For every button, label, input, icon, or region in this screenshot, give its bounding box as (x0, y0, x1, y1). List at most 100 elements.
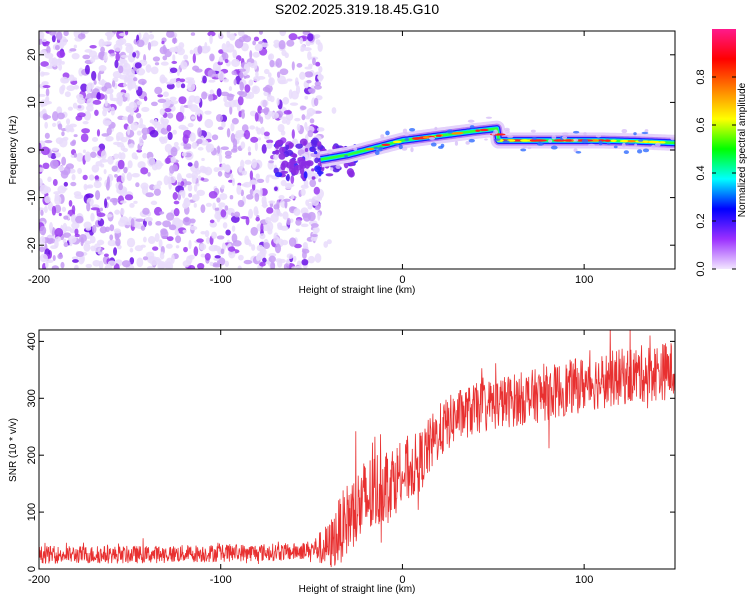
noise-blob (123, 166, 128, 174)
noise-blob (169, 67, 178, 74)
noise-blob (230, 212, 235, 217)
noise-blob (304, 66, 313, 70)
noise-blob (103, 169, 107, 175)
noise-blob (170, 254, 175, 264)
noise-blob (116, 135, 121, 142)
spectrogram-ylabel: Frequency (Hz) (8, 116, 19, 185)
noise-blob (262, 200, 268, 209)
noise-blob (39, 167, 45, 173)
noise-blob (147, 236, 156, 245)
noise-blob (78, 256, 85, 265)
noise-blob (180, 83, 186, 89)
noise-blob (300, 188, 306, 196)
noise-blob (166, 124, 172, 132)
noise-blob (93, 180, 102, 189)
noise-blob (270, 261, 276, 269)
noise-blob (278, 40, 286, 50)
noise-blob (129, 247, 134, 253)
noise-blob (57, 253, 64, 260)
noise-blob (123, 82, 127, 88)
noise-blob (163, 136, 168, 144)
noise-blob (117, 98, 123, 107)
noise-blob (136, 112, 142, 119)
ridge-blob (493, 138, 501, 141)
noise-blob (130, 218, 135, 227)
noise-blob (67, 106, 74, 111)
transition-blob (297, 156, 305, 162)
noise-blob (254, 142, 258, 152)
noise-blob (263, 107, 269, 116)
noise-blob (220, 209, 227, 218)
noise-blob (169, 100, 179, 105)
noise-blob (220, 146, 229, 151)
transition-blob (295, 143, 303, 149)
noise-blob (296, 123, 301, 132)
noise-blob (183, 54, 189, 60)
noise-blob (106, 214, 113, 218)
noise-blob (157, 261, 165, 269)
noise-blob (240, 189, 244, 197)
ridge-blob (644, 129, 649, 133)
noise-blob (300, 184, 309, 189)
noise-blob (98, 38, 105, 48)
noise-blob (263, 68, 270, 75)
noise-blob (136, 130, 142, 136)
noise-blob (313, 97, 319, 107)
noise-blob (153, 188, 161, 196)
ridge-blob (548, 139, 553, 143)
noise-blob (177, 175, 183, 183)
noise-blob (149, 129, 159, 138)
noise-blob (238, 110, 243, 118)
noise-blob (208, 79, 216, 83)
noise-blob (60, 170, 69, 179)
noise-blob (193, 203, 197, 208)
ridge-peak (520, 139, 530, 142)
noise-blob (234, 131, 242, 141)
noise-blob (140, 167, 149, 175)
noise-blob (144, 218, 153, 222)
noise-blob (54, 227, 64, 238)
noise-blob (159, 46, 168, 55)
ridge-blob (373, 146, 379, 149)
noise-blob (230, 173, 234, 180)
noise-blob (136, 39, 145, 48)
noise-blob (68, 235, 77, 244)
noise-blob (169, 175, 176, 184)
noise-blob (271, 112, 280, 119)
ridge-peak (643, 140, 649, 143)
noise-blob (208, 190, 218, 199)
noise-blob (289, 102, 299, 106)
noise-blob (113, 247, 118, 256)
noise-blob (295, 219, 302, 226)
noise-blob (167, 131, 173, 141)
noise-blob (142, 236, 147, 243)
ridge-blob (380, 134, 385, 139)
noise-blob (291, 129, 295, 139)
noise-blob (193, 184, 198, 192)
ridge-blob (588, 143, 595, 147)
noise-blob (212, 262, 219, 267)
noise-blob (53, 191, 61, 195)
ridge-blob (401, 146, 408, 151)
noise-blob (62, 136, 69, 141)
noise-blob (114, 233, 119, 241)
ridge-blob (573, 130, 580, 134)
noise-blob (266, 94, 273, 102)
noise-blob (172, 54, 176, 62)
noise-blob (306, 107, 315, 117)
noise-blob (251, 158, 257, 169)
noise-blob (71, 52, 80, 60)
noise-blob (80, 236, 84, 247)
noise-blob (85, 193, 94, 199)
ridge-blob (329, 167, 334, 171)
ridge-blob (408, 128, 416, 132)
noise-blob (191, 141, 198, 149)
noise-blob (120, 200, 127, 204)
noise-blob (153, 184, 161, 191)
noise-blob (47, 201, 54, 211)
noise-blob (181, 152, 187, 157)
transition-blob (310, 147, 317, 153)
transition-blob (311, 176, 316, 180)
ridge-blob (404, 132, 410, 136)
noise-blob (106, 196, 111, 200)
